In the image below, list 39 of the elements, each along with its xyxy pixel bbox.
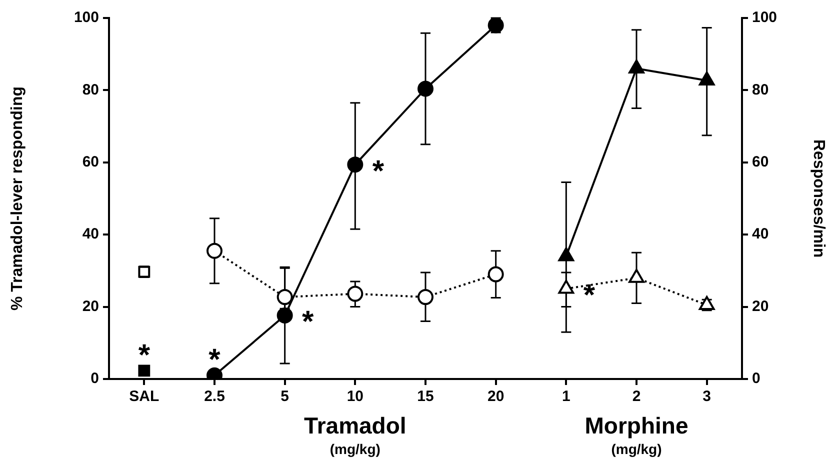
y2-tick-label: 80 <box>752 81 769 98</box>
x-tick-label: 2 <box>632 388 641 406</box>
point <box>276 307 293 324</box>
text: Tramadol (mg/kg) <box>304 412 406 457</box>
x-tick-label: 5 <box>280 388 290 406</box>
annotation: * <box>208 344 221 377</box>
x-tick-label: SAL <box>129 388 160 406</box>
y2-tick-label: 100 <box>752 9 778 26</box>
annotation: * <box>302 306 314 339</box>
y-tick-label: 80 <box>82 81 99 98</box>
x-tick-label: 10 <box>346 388 364 406</box>
y-tick-label: 60 <box>82 154 99 171</box>
annotation: * <box>583 279 596 312</box>
y2-tick-label: 40 <box>752 226 769 243</box>
point <box>138 364 150 377</box>
y2-tick-label: 60 <box>752 154 769 171</box>
point <box>347 156 364 173</box>
point <box>488 266 504 282</box>
annotation: * <box>372 154 384 188</box>
text: Morphine (mg/kg) <box>584 412 688 457</box>
x-tick-label: 2.5 <box>204 388 225 406</box>
x-tick-label: 3 <box>702 388 712 406</box>
y-tick-label: 100 <box>74 9 99 26</box>
x-tick-label: 15 <box>417 388 434 406</box>
point <box>206 242 222 259</box>
point <box>347 286 364 302</box>
y-tick-label: 0 <box>90 370 99 388</box>
y-axis-title: % Tramadol-lever responding <box>9 86 26 311</box>
y-tick-label: 40 <box>82 226 99 243</box>
x-tick-label: 1 <box>562 388 570 406</box>
annotation: * <box>138 338 150 372</box>
y-tick-label: 20 <box>82 298 99 315</box>
point <box>418 289 434 306</box>
y2-axis-title: Responses/min <box>810 139 827 258</box>
y2-tick-label: 0 <box>752 370 760 388</box>
point <box>276 289 293 306</box>
point <box>418 80 434 97</box>
x-tick-label: 20 <box>487 388 504 406</box>
y2-tick-label: 20 <box>752 298 769 315</box>
